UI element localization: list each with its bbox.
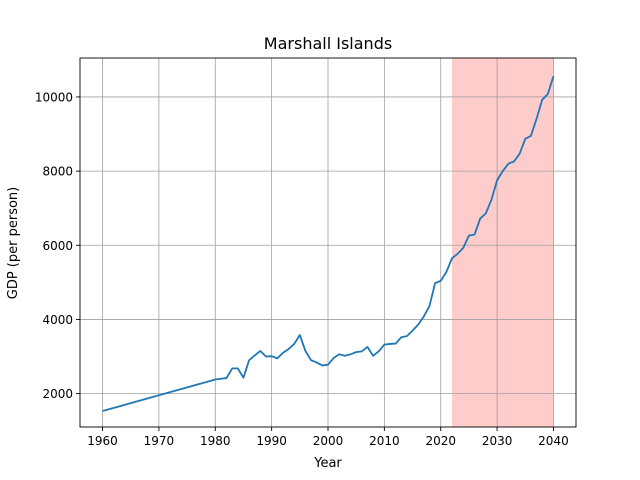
x-tick-label: 2040 [538, 434, 569, 448]
y-axis-label: GDP (per person) [6, 187, 21, 300]
series-line [102, 75, 555, 412]
x-tick-label: 1990 [256, 434, 287, 448]
plot-area: 1960 1970 1980 1990 2000 2010 2020 2030 2040 2000… [35, 57, 577, 448]
y-tick-label: 4000 [42, 313, 73, 327]
x-tick-label: 1970 [144, 434, 175, 448]
x-tick-label: 2010 [369, 434, 400, 448]
y-tick-label: 2000 [42, 387, 73, 401]
x-tick-label: 1980 [200, 434, 231, 448]
x-tick-label: 2020 [425, 434, 456, 448]
x-tick-label: 2030 [482, 434, 513, 448]
x-tick-label: 1960 [87, 434, 118, 448]
x-axis-label: Year [313, 456, 342, 471]
y-tick-label: 10000 [35, 90, 73, 104]
y-tick-label: 6000 [42, 239, 73, 253]
chart-title: Marshall Islands [264, 34, 392, 53]
y-tick-label: 8000 [42, 165, 73, 179]
x-tick-label: 2000 [313, 434, 344, 448]
